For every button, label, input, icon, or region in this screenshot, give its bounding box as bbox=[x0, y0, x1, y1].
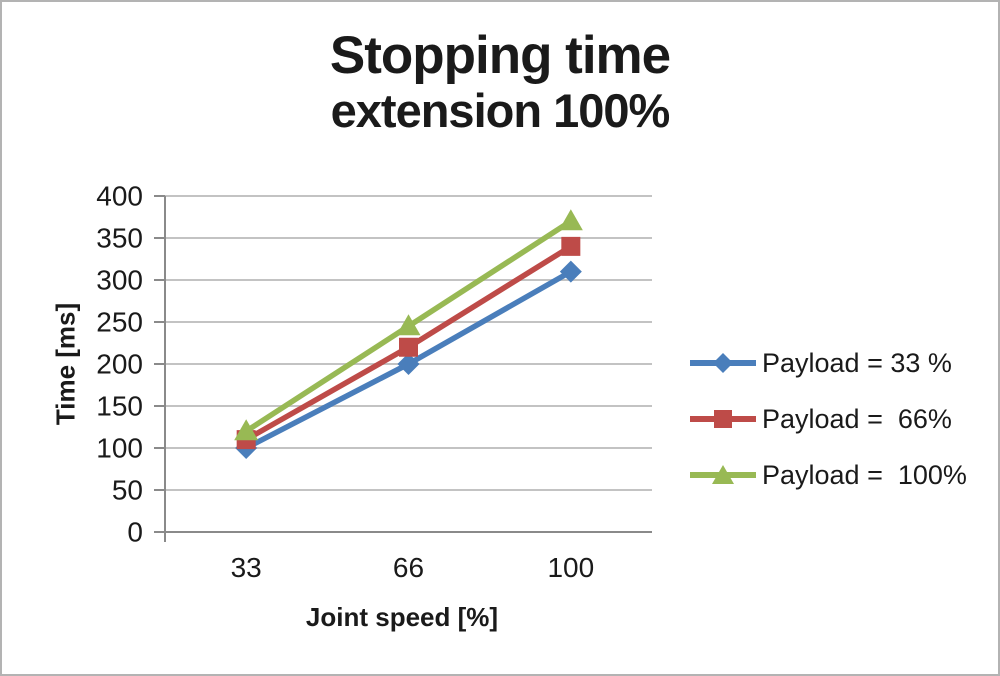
legend-label: Payload = 66% bbox=[762, 403, 952, 434]
marker-square bbox=[399, 337, 418, 357]
x-tick-label: 100 bbox=[547, 552, 594, 583]
legend-label: Payload = 33 % bbox=[762, 347, 952, 378]
y-tick-label: 100 bbox=[96, 433, 143, 464]
chart-title-block: Stopping time extension 100% bbox=[2, 26, 998, 138]
legend: Payload = 33 % Payload = 66% Payload = 100… bbox=[690, 343, 967, 511]
y-tick-label: 350 bbox=[96, 223, 143, 254]
legend-marker-triangle-icon bbox=[690, 465, 756, 484]
x-axis-title: Joint speed [%] bbox=[305, 602, 499, 632]
y-tick-label: 400 bbox=[96, 181, 143, 212]
y-tick-label: 50 bbox=[112, 475, 143, 506]
chart-title: Stopping time bbox=[329, 26, 671, 85]
y-tick-label: 0 bbox=[127, 517, 143, 548]
x-tick-label: 33 bbox=[231, 552, 262, 583]
y-tick-label: 200 bbox=[96, 349, 143, 380]
x-tick-label: 66 bbox=[393, 552, 424, 583]
legend-item-0: Payload = 33 % bbox=[690, 343, 967, 383]
legend-label: Payload = 100% bbox=[762, 459, 967, 490]
marker-diamond bbox=[559, 260, 582, 283]
legend-item-1: Payload = 66% bbox=[690, 399, 967, 439]
legend-item-2: Payload = 100% bbox=[690, 455, 967, 495]
marker-triangle bbox=[558, 209, 583, 231]
y-axis-title: Time [ms] bbox=[50, 302, 81, 426]
marker-triangle bbox=[234, 419, 259, 441]
marker-square bbox=[561, 236, 581, 256]
legend-marker-square-icon bbox=[690, 410, 756, 428]
marker-diamond bbox=[397, 353, 420, 375]
chart-subtitle: extension 100% bbox=[330, 84, 671, 138]
marker-triangle bbox=[396, 314, 421, 336]
legend-marker-diamond-icon bbox=[690, 353, 756, 373]
y-tick-label: 150 bbox=[96, 391, 143, 422]
y-tick-label: 250 bbox=[96, 307, 143, 338]
y-tick-label: 300 bbox=[96, 265, 143, 296]
